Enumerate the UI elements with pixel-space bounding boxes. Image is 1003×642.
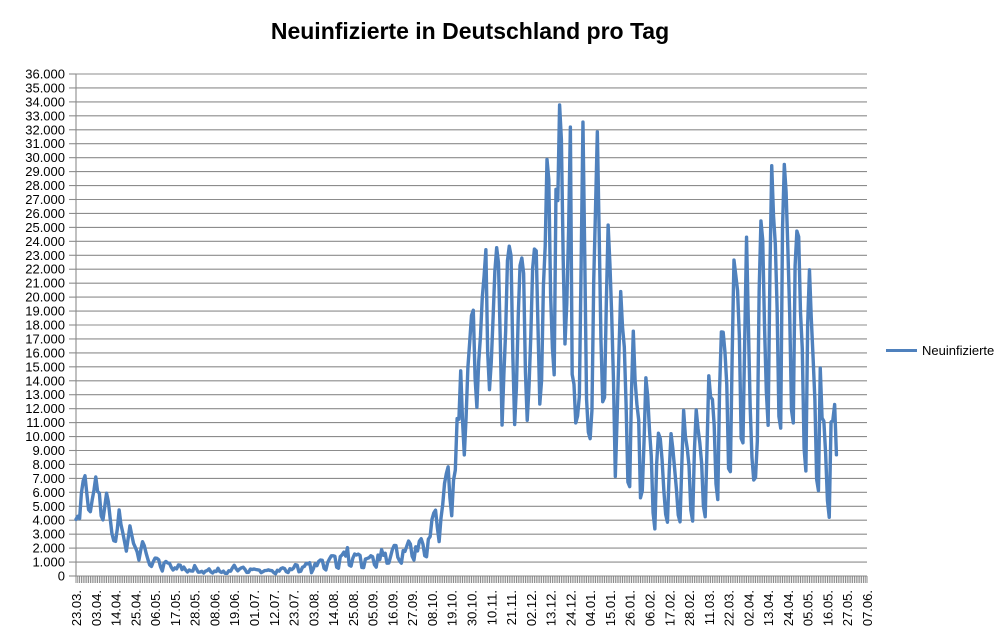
y-axis-tick-label: 30.000 (25, 150, 65, 165)
x-axis-tick-label: 16.09. (385, 590, 400, 626)
x-axis-tick-label: 28.05. (188, 590, 203, 626)
y-axis-tick-label: 22.000 (25, 262, 65, 277)
x-axis-tick-label: 23.03. (69, 590, 84, 626)
y-axis-tick-label: 0 (58, 569, 65, 584)
x-axis-tick-label: 06.02. (642, 590, 657, 626)
x-axis-tick-label: 16.05. (820, 590, 835, 626)
y-axis-tick-label: 18.000 (25, 318, 65, 333)
y-axis-tick-label: 20.000 (25, 290, 65, 305)
x-axis-tick-label: 24.04. (781, 590, 796, 626)
x-axis-tick-label: 04.01. (583, 590, 598, 626)
y-axis-tick-label: 9.000 (32, 443, 65, 458)
x-axis-tick-label: 01.07. (247, 590, 262, 626)
x-axis-tick-label: 07.06. (860, 590, 875, 626)
y-axis-tick-label: 23.000 (25, 248, 65, 263)
legend-line-sample-icon (886, 349, 917, 352)
x-axis-tick-label: 02.04. (741, 590, 756, 626)
y-axis-tick-label: 32.000 (25, 122, 65, 137)
y-axis-tick-label: 34.000 (25, 94, 65, 109)
x-axis-tick-label: 05.09. (366, 590, 381, 626)
y-axis-tick-label: 35.000 (25, 80, 65, 95)
x-axis-tick-label: 21.11. (504, 590, 519, 625)
y-axis-tick-label: 36.000 (25, 67, 65, 82)
y-axis-tick-label: 5.000 (32, 499, 65, 514)
y-axis-tick-label: 1.000 (32, 555, 65, 570)
y-axis-tick-label: 3.000 (32, 527, 65, 542)
x-axis-tick-label: 13.04. (761, 590, 776, 626)
x-axis-tick-label: 08.06. (207, 590, 222, 626)
x-axis-tick-label: 02.12. (524, 590, 539, 626)
x-axis-tick-label: 22.03. (722, 590, 737, 626)
y-axis-tick-label: 26.000 (25, 206, 65, 221)
y-axis-tick-label: 2.000 (32, 541, 65, 556)
x-axis-tick-label: 05.05. (801, 590, 816, 626)
y-axis-tick-label: 29.000 (25, 164, 65, 179)
x-axis-tick-label: 13.12. (544, 590, 559, 626)
x-axis-tick-label: 14.04. (109, 590, 124, 626)
legend: Neuinfizierte (886, 343, 994, 358)
x-axis-tick-label: 30.10. (465, 590, 480, 626)
x-axis-tick-label: 14.08. (326, 590, 341, 626)
y-axis-tick-label: 8.000 (32, 457, 65, 472)
x-axis-tick-label: 17.05. (168, 590, 183, 626)
y-axis-tick-label: 11.000 (26, 415, 65, 430)
x-axis-tick-label: 06.05. (148, 590, 163, 626)
legend-label: Neuinfizierte (922, 343, 995, 358)
y-axis-tick-label: 33.000 (25, 108, 65, 123)
y-axis-tick-label: 27.000 (25, 192, 65, 207)
y-axis-tick-label: 4.000 (32, 513, 65, 528)
y-axis-tick-label: 21.000 (25, 276, 65, 291)
x-axis-tick-label: 24.12. (563, 590, 578, 626)
y-axis-tick-label: 6.000 (32, 485, 65, 500)
x-axis-tick-label: 15.01. (603, 590, 618, 626)
x-axis-tick-label: 08.10. (425, 590, 440, 626)
y-axis-tick-label: 31.000 (25, 136, 65, 151)
y-axis-tick-label: 7.000 (32, 471, 65, 486)
y-axis-tick-label: 25.000 (25, 220, 65, 235)
series-line-neuinfizierte (74, 103, 839, 576)
x-axis-tick-label: 17.02. (662, 590, 677, 626)
x-axis-tick-label: 11.03. (702, 590, 717, 625)
x-axis-tick-label: 27.05. (840, 590, 855, 626)
x-axis-tick-label: 28.02. (682, 590, 697, 626)
x-axis-tick-label: 27.09. (405, 590, 420, 626)
y-axis-tick-label: 19.000 (25, 304, 65, 319)
y-axis-tick-label: 15.000 (25, 359, 65, 374)
y-axis-tick-label: 16.000 (25, 345, 65, 360)
x-axis-tick-label: 25.04. (128, 590, 143, 626)
x-axis-tick-label: 03.04. (89, 590, 104, 626)
y-axis-tick-label: 17.000 (25, 331, 65, 346)
y-axis-tick-label: 13.000 (25, 387, 65, 402)
x-axis-tick-label: 19.06. (227, 590, 242, 626)
x-axis-tick-label: 26.01. (623, 590, 638, 626)
chart-title: Neuinfizierte in Deutschland pro Tag (270, 18, 670, 44)
y-axis-tick-label: 24.000 (25, 234, 65, 249)
x-axis-tick-label: 25.08. (346, 590, 361, 626)
y-axis-tick-label: 14.000 (25, 373, 65, 388)
y-axis-tick-label: 28.000 (25, 178, 65, 193)
y-axis-tick-label: 12.000 (25, 401, 65, 416)
x-axis-tick-label: 10.11. (484, 590, 499, 625)
y-axis-tick-label: 10.000 (25, 429, 65, 444)
x-axis-tick-label: 19.10. (445, 590, 460, 626)
x-axis-tick-label: 12.07. (267, 590, 282, 626)
x-axis-tick-label: 03.08. (306, 590, 321, 626)
x-axis-tick-label: 23.07. (287, 590, 302, 626)
